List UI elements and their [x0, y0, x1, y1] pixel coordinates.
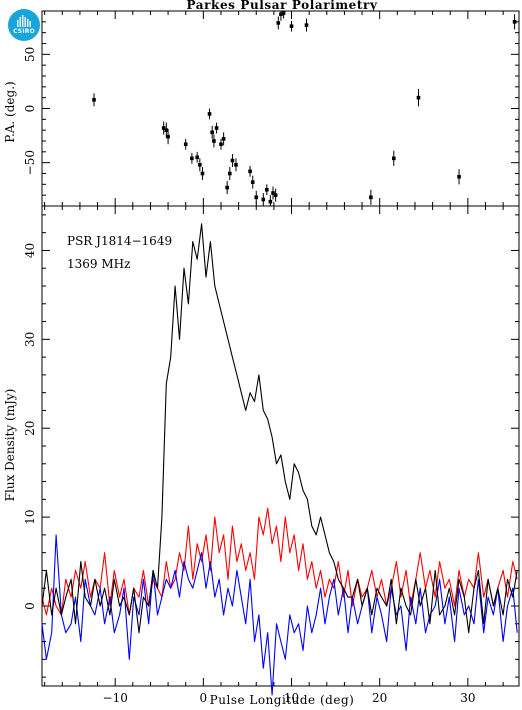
logo-text: CSIRO: [13, 28, 35, 35]
chart-title: Parkes Pulsar Polarimetry: [186, 0, 378, 12]
pa-point: [416, 95, 421, 100]
pa-point: [457, 174, 461, 179]
pa-y-tick-label: −50: [23, 150, 37, 175]
pulsar-name-annotation: PSR J1814−1649: [67, 234, 172, 248]
x-tick-label: −10: [103, 691, 128, 705]
pa-y-tick-label: 0: [23, 105, 37, 113]
pa-point: [230, 158, 235, 163]
pa-point: [214, 126, 219, 130]
pa-point: [166, 134, 170, 139]
profile-y-tick-label: 30: [23, 332, 37, 347]
pa-point: [254, 195, 259, 200]
pa-point: [198, 163, 202, 167]
series-line-V: [41, 534, 518, 696]
csiro-logo-mark-icon: [17, 15, 31, 27]
x-tick-label: 30: [460, 691, 475, 705]
pa-point: [221, 137, 226, 141]
pa-panel-frame: [41, 10, 520, 207]
pa-point: [304, 23, 309, 27]
pa-point: [164, 128, 169, 132]
pa-point: [92, 98, 96, 102]
pa-point: [279, 12, 283, 17]
pa-point: [195, 155, 199, 160]
pa-point: [289, 24, 294, 28]
pa-point: [281, 11, 286, 15]
pa-point: [261, 197, 266, 202]
x-tick-label: 0: [200, 691, 208, 705]
pa-point: [391, 156, 396, 161]
profile-y-tick-label: 0: [23, 602, 37, 610]
pa-point: [369, 195, 373, 200]
profile-y-axis-label: Flux Density (mJy): [3, 389, 17, 502]
pa-point: [271, 191, 275, 195]
x-tick-label: 10: [284, 691, 299, 705]
pa-point: [200, 171, 205, 176]
series-line-L: [41, 507, 518, 616]
pa-point: [161, 126, 166, 130]
pa-point: [190, 156, 194, 161]
pa-point: [265, 187, 269, 192]
profile-panel-frame: [41, 205, 520, 687]
csiro-logo: CSIRO: [8, 9, 40, 41]
pa-point: [183, 142, 188, 147]
pa-point: [207, 112, 212, 116]
pa-point: [228, 171, 232, 176]
pa-point: [210, 130, 214, 135]
pa-point: [248, 169, 252, 174]
pa-y-tick-label: 50: [23, 47, 37, 62]
series-line-I: [41, 223, 518, 634]
frequency-annotation: 1369 MHz: [67, 257, 130, 271]
profile-y-tick-label: 10: [23, 509, 37, 524]
pa-point: [234, 163, 238, 167]
pa-point: [268, 199, 273, 204]
x-axis-label: Pulse Longitude (deg): [210, 693, 355, 707]
pa-point: [276, 21, 281, 25]
pa-point: [225, 185, 229, 190]
profile-y-tick-label: 20: [23, 421, 37, 436]
profile-y-tick-label: 40: [23, 243, 37, 258]
pa-point: [212, 139, 216, 143]
pa-point: [250, 180, 255, 184]
pa-point: [273, 193, 278, 197]
x-tick-label: 20: [372, 691, 387, 705]
pa-point: [512, 20, 517, 24]
pa-y-axis-label: P.A. (deg.): [3, 81, 17, 142]
pa-point: [219, 142, 223, 147]
